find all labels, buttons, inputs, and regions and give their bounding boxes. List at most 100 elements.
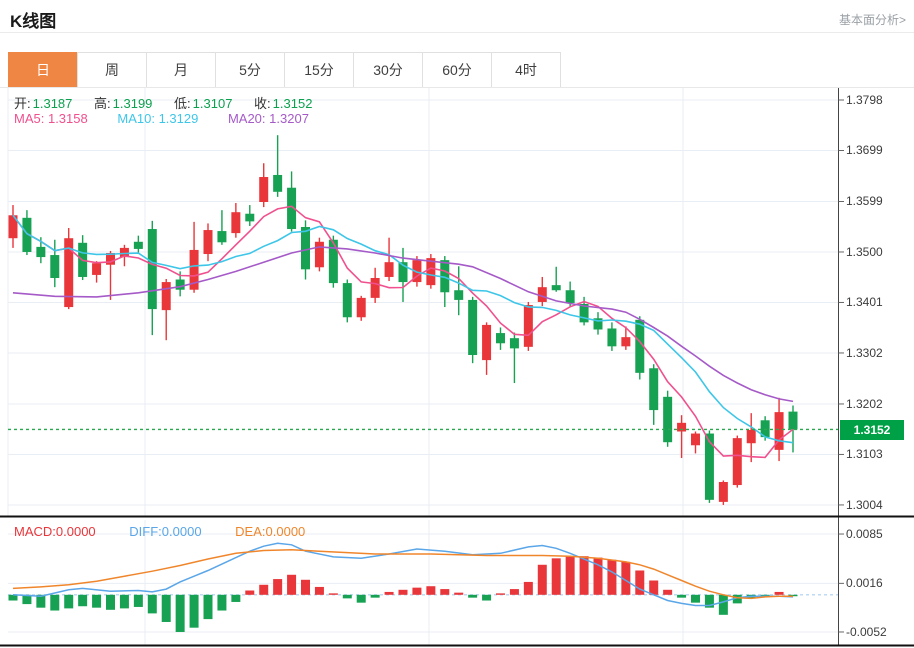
- candle[interactable]: [760, 420, 770, 438]
- candle[interactable]: [746, 429, 756, 444]
- macd-bar[interactable]: [482, 594, 492, 601]
- macd-bar[interactable]: [92, 594, 102, 608]
- tab-5min[interactable]: 5分: [215, 52, 285, 88]
- macd-bar[interactable]: [161, 594, 171, 622]
- tab-15min[interactable]: 15分: [284, 52, 354, 88]
- macd-bar[interactable]: [203, 594, 213, 620]
- macd-bar[interactable]: [732, 594, 742, 604]
- candle[interactable]: [92, 263, 102, 275]
- candle[interactable]: [718, 481, 728, 502]
- candle[interactable]: [147, 229, 157, 310]
- tab-30min[interactable]: 30分: [353, 52, 423, 88]
- macd-bar[interactable]: [119, 594, 129, 609]
- candle[interactable]: [314, 241, 324, 268]
- candle[interactable]: [412, 260, 422, 283]
- macd-bar[interactable]: [607, 559, 617, 595]
- macd-bar[interactable]: [189, 594, 199, 628]
- candle[interactable]: [133, 241, 143, 249]
- candle[interactable]: [454, 290, 464, 300]
- candle[interactable]: [579, 304, 589, 323]
- macd-bar[interactable]: [370, 594, 380, 598]
- candle[interactable]: [509, 338, 519, 349]
- macd-bar[interactable]: [273, 579, 283, 595]
- candle[interactable]: [649, 368, 659, 411]
- macd-bar[interactable]: [133, 594, 143, 607]
- macd-bar[interactable]: [356, 594, 366, 603]
- macd-bar[interactable]: [217, 594, 227, 611]
- macd-bar[interactable]: [649, 580, 659, 595]
- candle[interactable]: [788, 411, 798, 430]
- macd-bar[interactable]: [231, 594, 241, 602]
- candle[interactable]: [384, 262, 394, 277]
- candle[interactable]: [8, 215, 18, 239]
- macd-bar[interactable]: [537, 564, 547, 595]
- candle[interactable]: [732, 438, 742, 486]
- candle[interactable]: [217, 231, 227, 243]
- candle[interactable]: [22, 217, 32, 252]
- macd-bar[interactable]: [384, 591, 394, 595]
- macd-bar[interactable]: [328, 593, 338, 595]
- macd-bar[interactable]: [106, 594, 115, 610]
- candle[interactable]: [621, 337, 631, 347]
- macd-bar[interactable]: [774, 591, 784, 595]
- macd-bar[interactable]: [22, 594, 32, 605]
- macd-bar[interactable]: [440, 589, 450, 595]
- candle[interactable]: [482, 324, 492, 361]
- macd-bar[interactable]: [36, 594, 46, 608]
- tab-daily[interactable]: 日: [8, 52, 78, 88]
- macd-bar[interactable]: [663, 589, 673, 595]
- tab-weekly[interactable]: 周: [77, 52, 147, 88]
- candle[interactable]: [523, 305, 533, 347]
- candle[interactable]: [691, 433, 700, 446]
- macd-bar[interactable]: [175, 594, 185, 632]
- macd-bar[interactable]: [496, 593, 505, 595]
- macd-bar[interactable]: [342, 594, 352, 599]
- candle[interactable]: [36, 246, 46, 258]
- macd-bar[interactable]: [677, 594, 687, 598]
- macd-bar[interactable]: [635, 570, 645, 595]
- candle[interactable]: [273, 174, 283, 192]
- candle[interactable]: [663, 396, 673, 443]
- candle[interactable]: [106, 253, 115, 265]
- macd-bar[interactable]: [64, 594, 74, 609]
- macd-bar[interactable]: [50, 594, 60, 611]
- macd-bar[interactable]: [468, 594, 478, 598]
- candle[interactable]: [440, 260, 450, 293]
- candle[interactable]: [119, 247, 129, 258]
- candle[interactable]: [245, 213, 255, 222]
- candle[interactable]: [398, 262, 408, 283]
- candle[interactable]: [468, 299, 478, 355]
- tab-60min[interactable]: 60分: [422, 52, 492, 88]
- candle[interactable]: [370, 277, 380, 298]
- candle[interactable]: [426, 258, 436, 286]
- macd-bar[interactable]: [314, 586, 324, 595]
- macd-bar[interactable]: [245, 590, 255, 595]
- macd-bar[interactable]: [398, 589, 408, 595]
- macd-bar[interactable]: [704, 594, 714, 608]
- candle[interactable]: [551, 285, 561, 291]
- candle[interactable]: [50, 255, 60, 278]
- macd-bar[interactable]: [718, 594, 728, 615]
- macd-bar[interactable]: [287, 574, 297, 595]
- macd-bar[interactable]: [523, 581, 533, 595]
- candle[interactable]: [175, 279, 185, 290]
- macd-bar[interactable]: [509, 589, 519, 595]
- candle[interactable]: [607, 328, 617, 347]
- candle[interactable]: [593, 318, 603, 330]
- candle[interactable]: [301, 226, 310, 270]
- fundamental-analysis-link[interactable]: 基本面分析>: [838, 13, 906, 27]
- macd-bar[interactable]: [454, 592, 464, 595]
- candle[interactable]: [287, 187, 297, 230]
- candle[interactable]: [203, 230, 213, 255]
- macd-bar[interactable]: [78, 594, 88, 607]
- macd-bar[interactable]: [760, 594, 770, 596]
- candle[interactable]: [537, 287, 547, 302]
- candle[interactable]: [704, 433, 714, 500]
- macd-bar[interactable]: [551, 558, 561, 595]
- candle[interactable]: [635, 319, 645, 373]
- candle[interactable]: [259, 177, 269, 202]
- macd-bar[interactable]: [8, 594, 18, 601]
- candle[interactable]: [565, 290, 575, 303]
- candle[interactable]: [774, 412, 784, 450]
